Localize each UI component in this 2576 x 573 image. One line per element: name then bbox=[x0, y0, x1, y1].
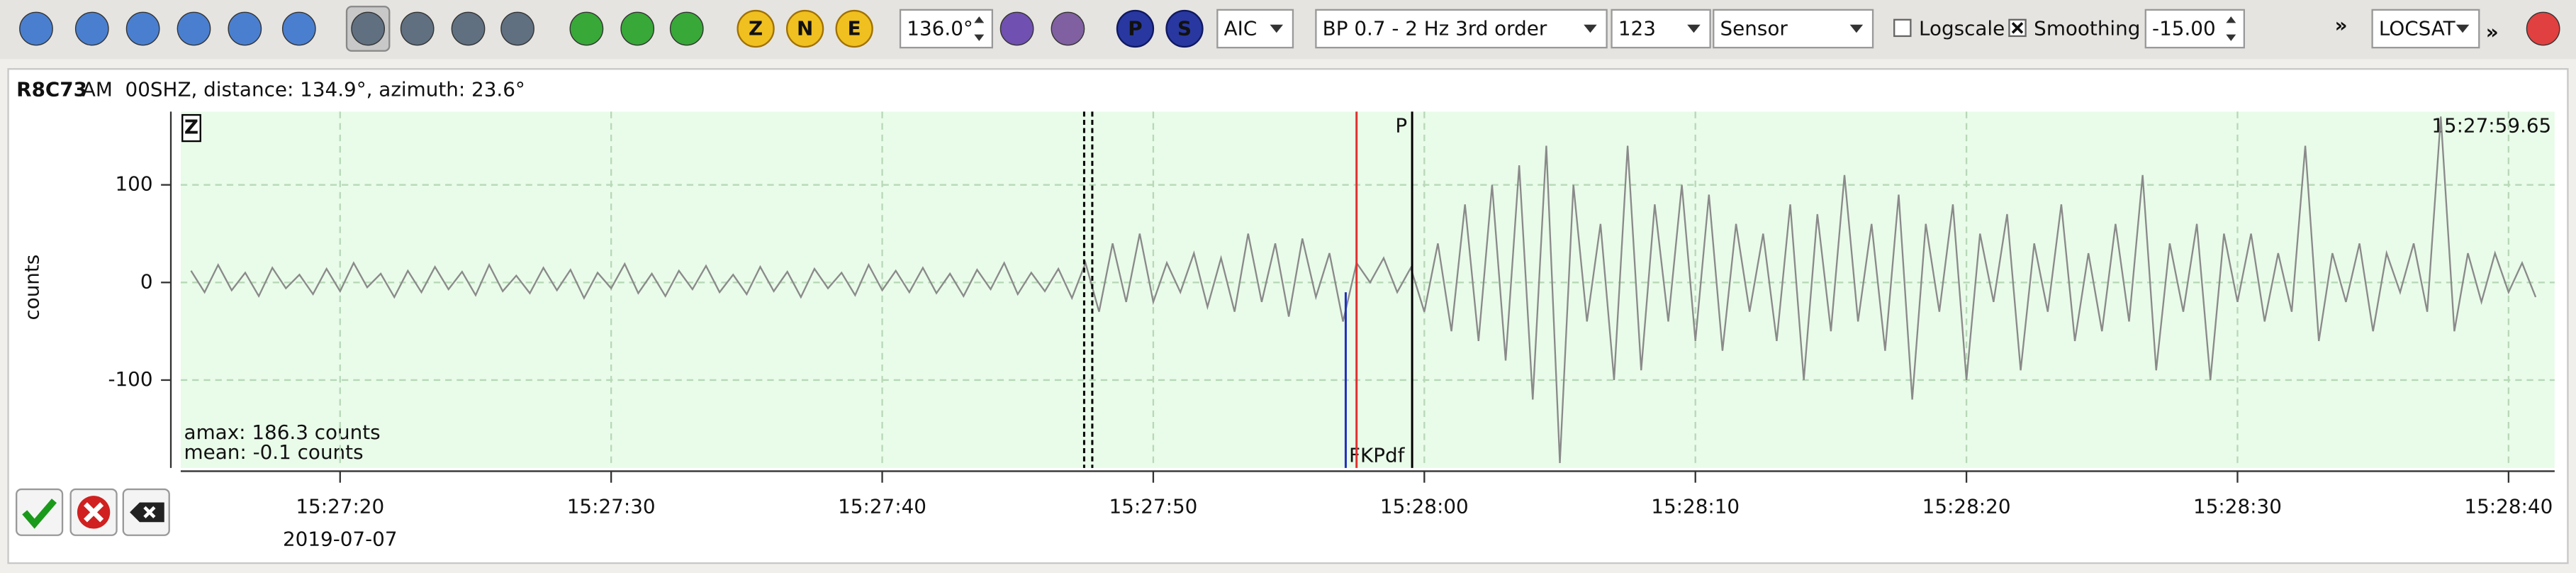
input-field[interactable] bbox=[899, 9, 993, 49]
x-tick-label: 15:27:30 bbox=[567, 494, 656, 518]
phase-button[interactable] bbox=[1116, 9, 1155, 48]
combo-arrow bbox=[1584, 24, 1597, 33]
pick-label: P bbox=[1395, 113, 1407, 137]
spin-arrows bbox=[2226, 16, 2236, 41]
component-button[interactable] bbox=[785, 9, 824, 48]
trace-time: 15:27:59.65 bbox=[2431, 113, 2551, 137]
x-tick-label: 15:28:40 bbox=[2464, 494, 2553, 518]
component-button-label: N bbox=[797, 17, 813, 40]
y-tick-label: -100 bbox=[108, 367, 152, 391]
component-button-label: E bbox=[848, 17, 861, 40]
phase-button-label: P bbox=[1128, 17, 1142, 40]
checkmark bbox=[2011, 22, 2024, 34]
tool-icon bbox=[669, 11, 704, 46]
spin-arrows bbox=[974, 16, 985, 41]
field-text: BP 0.7 - 2 Hz 3rd order bbox=[1323, 17, 1547, 40]
component-button-label: Z bbox=[749, 17, 763, 40]
field-text: LOCSAT bbox=[2379, 17, 2456, 40]
input-field[interactable] bbox=[2144, 9, 2246, 49]
field-text: -15.00 bbox=[2152, 17, 2216, 40]
component-button[interactable] bbox=[737, 9, 775, 48]
phase-button[interactable] bbox=[1165, 9, 1204, 48]
tool-icon bbox=[569, 11, 604, 46]
component-button[interactable] bbox=[835, 9, 873, 48]
tool-icon bbox=[500, 11, 534, 46]
component-label: Z bbox=[184, 116, 198, 139]
overflow-button[interactable]: » bbox=[2486, 20, 2499, 43]
tool-icon bbox=[999, 11, 1034, 46]
field-text: Sensor bbox=[1720, 17, 1788, 40]
date-label: 2019-07-07 bbox=[283, 528, 398, 551]
tool-icon bbox=[74, 11, 109, 46]
tool-icon bbox=[2526, 11, 2560, 46]
station: R8C73 bbox=[16, 77, 87, 101]
phase-button-label: S bbox=[1177, 17, 1192, 40]
combo-arrow bbox=[1270, 24, 1284, 33]
plot-area bbox=[180, 111, 2555, 468]
pick-label: FKPdf bbox=[1349, 444, 1406, 467]
y-axis-label: counts bbox=[20, 255, 43, 321]
x-tick-label: 15:28:00 bbox=[1380, 494, 1469, 518]
tool-icon bbox=[19, 11, 53, 46]
x-tick-label: 15:27:50 bbox=[1109, 494, 1198, 518]
amax: amax: 186.3 counts bbox=[184, 421, 381, 444]
y-tick-label: 100 bbox=[115, 172, 152, 196]
tool-icon bbox=[177, 11, 211, 46]
field-text: 123 bbox=[1618, 17, 1656, 40]
x-tick-label: 15:28:30 bbox=[2193, 494, 2282, 518]
combo-arrow bbox=[1849, 24, 1864, 33]
tool-icon bbox=[451, 11, 486, 46]
tool-icon bbox=[125, 11, 160, 46]
mean: mean: -0.1 counts bbox=[184, 440, 364, 464]
x-tick-label: 15:28:10 bbox=[1651, 494, 1740, 518]
combo-arrow bbox=[2455, 24, 2470, 33]
combo-arrow bbox=[1687, 24, 1701, 33]
tool-icon bbox=[228, 11, 262, 46]
accept-button[interactable] bbox=[16, 488, 64, 536]
tool-icon bbox=[620, 11, 655, 46]
x-tick-label: 15:28:20 bbox=[1922, 494, 2011, 518]
component-box bbox=[181, 113, 201, 143]
reject-button[interactable] bbox=[69, 488, 118, 536]
input-field[interactable] bbox=[1216, 9, 1294, 49]
checkbox-label: Smoothing bbox=[2034, 17, 2140, 40]
trace-info: AM 00SHZ, distance: 134.9°, azimuth: 23.… bbox=[82, 77, 525, 101]
field-text: 136.0° bbox=[907, 17, 973, 40]
tool-icon bbox=[400, 11, 435, 46]
x-tick-label: 15:27:20 bbox=[296, 494, 384, 518]
input-field[interactable] bbox=[1315, 9, 1608, 49]
tool-icon bbox=[351, 11, 386, 46]
y-tick-label: 0 bbox=[140, 269, 153, 293]
tool-icon bbox=[281, 11, 316, 46]
tool-icon bbox=[1051, 11, 1085, 46]
field-text: AIC bbox=[1224, 17, 1258, 40]
checkbox[interactable] bbox=[1893, 18, 1912, 38]
checkbox-label: Logscale bbox=[1919, 17, 2005, 40]
overflow-button[interactable]: » bbox=[2335, 13, 2348, 37]
x-tick-label: 15:27:40 bbox=[838, 494, 926, 518]
input-field[interactable] bbox=[1713, 9, 1874, 49]
waveform bbox=[190, 116, 2537, 464]
delete-button[interactable] bbox=[122, 488, 170, 536]
